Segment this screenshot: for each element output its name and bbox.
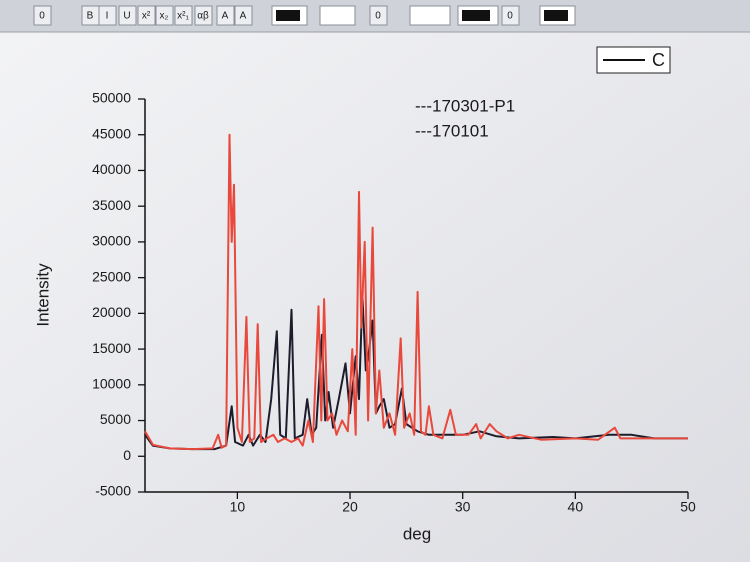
plot-area: -5000 0 5000 10000 15000 20000 25000 30000 35000… <box>92 90 696 515</box>
toolbar-button[interactable] <box>137 5 156 26</box>
color-swatch <box>276 10 300 21</box>
color-swatch <box>544 10 568 21</box>
y-tick-label: 40000 <box>92 161 131 177</box>
x-tick-label: 50 <box>680 499 696 515</box>
toolbar-button[interactable] <box>33 5 52 26</box>
toolbar-button-label: 0 <box>39 11 45 22</box>
toolbar-button-label: x₂ <box>160 11 169 22</box>
y-tick-label: -5000 <box>95 483 131 499</box>
toolbar-button-label: B <box>87 11 94 22</box>
legend-box-label: C <box>652 50 665 70</box>
color-swatch <box>462 10 490 21</box>
y-tick-label: 50000 <box>92 90 131 106</box>
toolbar-button[interactable] <box>216 5 235 26</box>
toolbar-button[interactable] <box>118 5 137 26</box>
toolbar-button-label: αβ <box>197 11 209 22</box>
y-tick-label: 10000 <box>92 376 131 392</box>
toolbar-dropdown[interactable] <box>409 5 451 26</box>
x-tick-label: 30 <box>455 499 471 515</box>
toolbar-button[interactable] <box>501 5 520 26</box>
toolbar-button[interactable] <box>194 5 213 26</box>
y-tick-label: 45000 <box>92 125 131 141</box>
toolbar-button-label: A <box>222 11 229 22</box>
toolbar-dropdown[interactable] <box>319 5 356 26</box>
legend-entry: ---170301-P1 <box>415 96 515 115</box>
y-tick-label: 35000 <box>92 197 131 213</box>
y-tick-label: 30000 <box>92 233 131 249</box>
y-tick-label: 0 <box>123 447 131 463</box>
toolbar-button[interactable] <box>234 5 253 26</box>
y-axis-label: Intensity <box>33 263 52 327</box>
y-tick-label: 5000 <box>100 411 131 427</box>
toolbar-button-label: x²₁ <box>177 11 189 22</box>
x-tick-label: 10 <box>230 499 246 515</box>
toolbar-button-label: U <box>123 11 130 22</box>
toolbar-button-label: 0 <box>375 11 381 22</box>
toolbar-button-label: A <box>240 11 247 22</box>
toolbar-button[interactable] <box>174 5 193 26</box>
y-tick-label: 20000 <box>92 304 131 320</box>
toolbar-button-label: x² <box>142 11 151 22</box>
x-tick-label: 20 <box>342 499 358 515</box>
x-axis-label: deg <box>403 524 431 543</box>
y-tick-label: 25000 <box>92 268 131 284</box>
toolbar-button[interactable] <box>369 5 388 26</box>
x-tick-label: 40 <box>568 499 584 515</box>
toolbar-button[interactable] <box>98 5 117 26</box>
legend-entry: ---170101 <box>415 121 489 140</box>
series-line <box>144 133 688 451</box>
toolbar-button[interactable] <box>155 5 174 26</box>
toolbar-button-label: 0 <box>507 11 513 22</box>
toolbar-button-label: I <box>106 11 109 22</box>
y-tick-label: 15000 <box>92 340 131 356</box>
